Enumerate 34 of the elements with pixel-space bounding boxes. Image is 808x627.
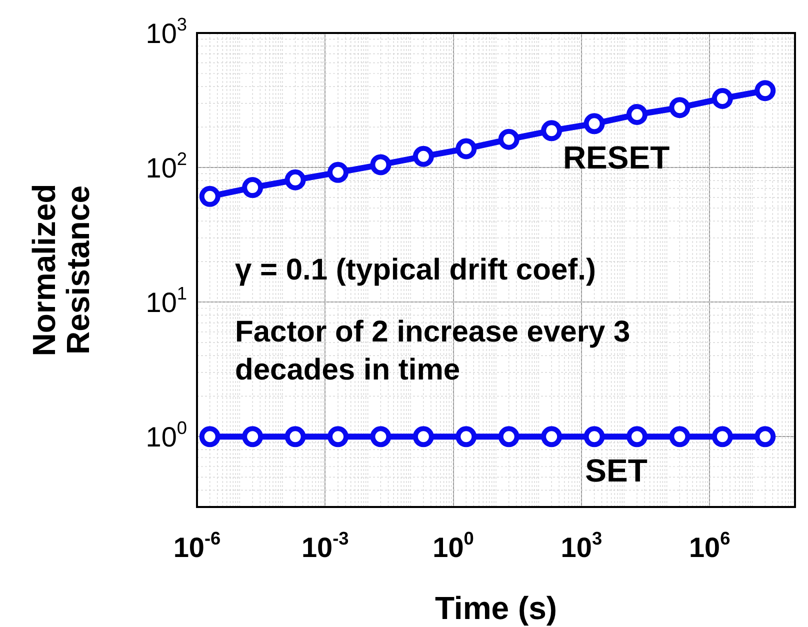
point (498, 128, 520, 150)
point (199, 186, 220, 207)
series-label: RESET (562, 139, 670, 176)
point (541, 426, 562, 448)
point (412, 426, 434, 448)
y-axis-title: Normalized Resistance (26, 184, 96, 356)
point (328, 426, 348, 448)
annotation: Factor of 2 increase every 3 decades in time (235, 315, 630, 386)
point (626, 426, 648, 448)
point (712, 88, 733, 109)
x-axis-title: Time (s) (434, 590, 558, 626)
point (328, 162, 348, 183)
series-label: SET (585, 452, 648, 488)
point (284, 426, 306, 448)
point (669, 97, 690, 118)
point (754, 80, 776, 102)
point (242, 426, 264, 448)
point (584, 113, 605, 134)
point (498, 426, 520, 448)
point (584, 426, 605, 448)
point (456, 138, 477, 160)
point (456, 426, 477, 448)
point (712, 426, 733, 448)
point (669, 426, 690, 448)
point (541, 120, 562, 142)
point (626, 104, 648, 125)
point (370, 154, 392, 176)
point (754, 426, 776, 448)
point (370, 426, 392, 448)
point (412, 146, 434, 167)
point (242, 177, 264, 198)
point (284, 169, 306, 190)
point (199, 426, 220, 448)
annotation: γ = 0.1 (typical drift coef.) (235, 253, 596, 286)
